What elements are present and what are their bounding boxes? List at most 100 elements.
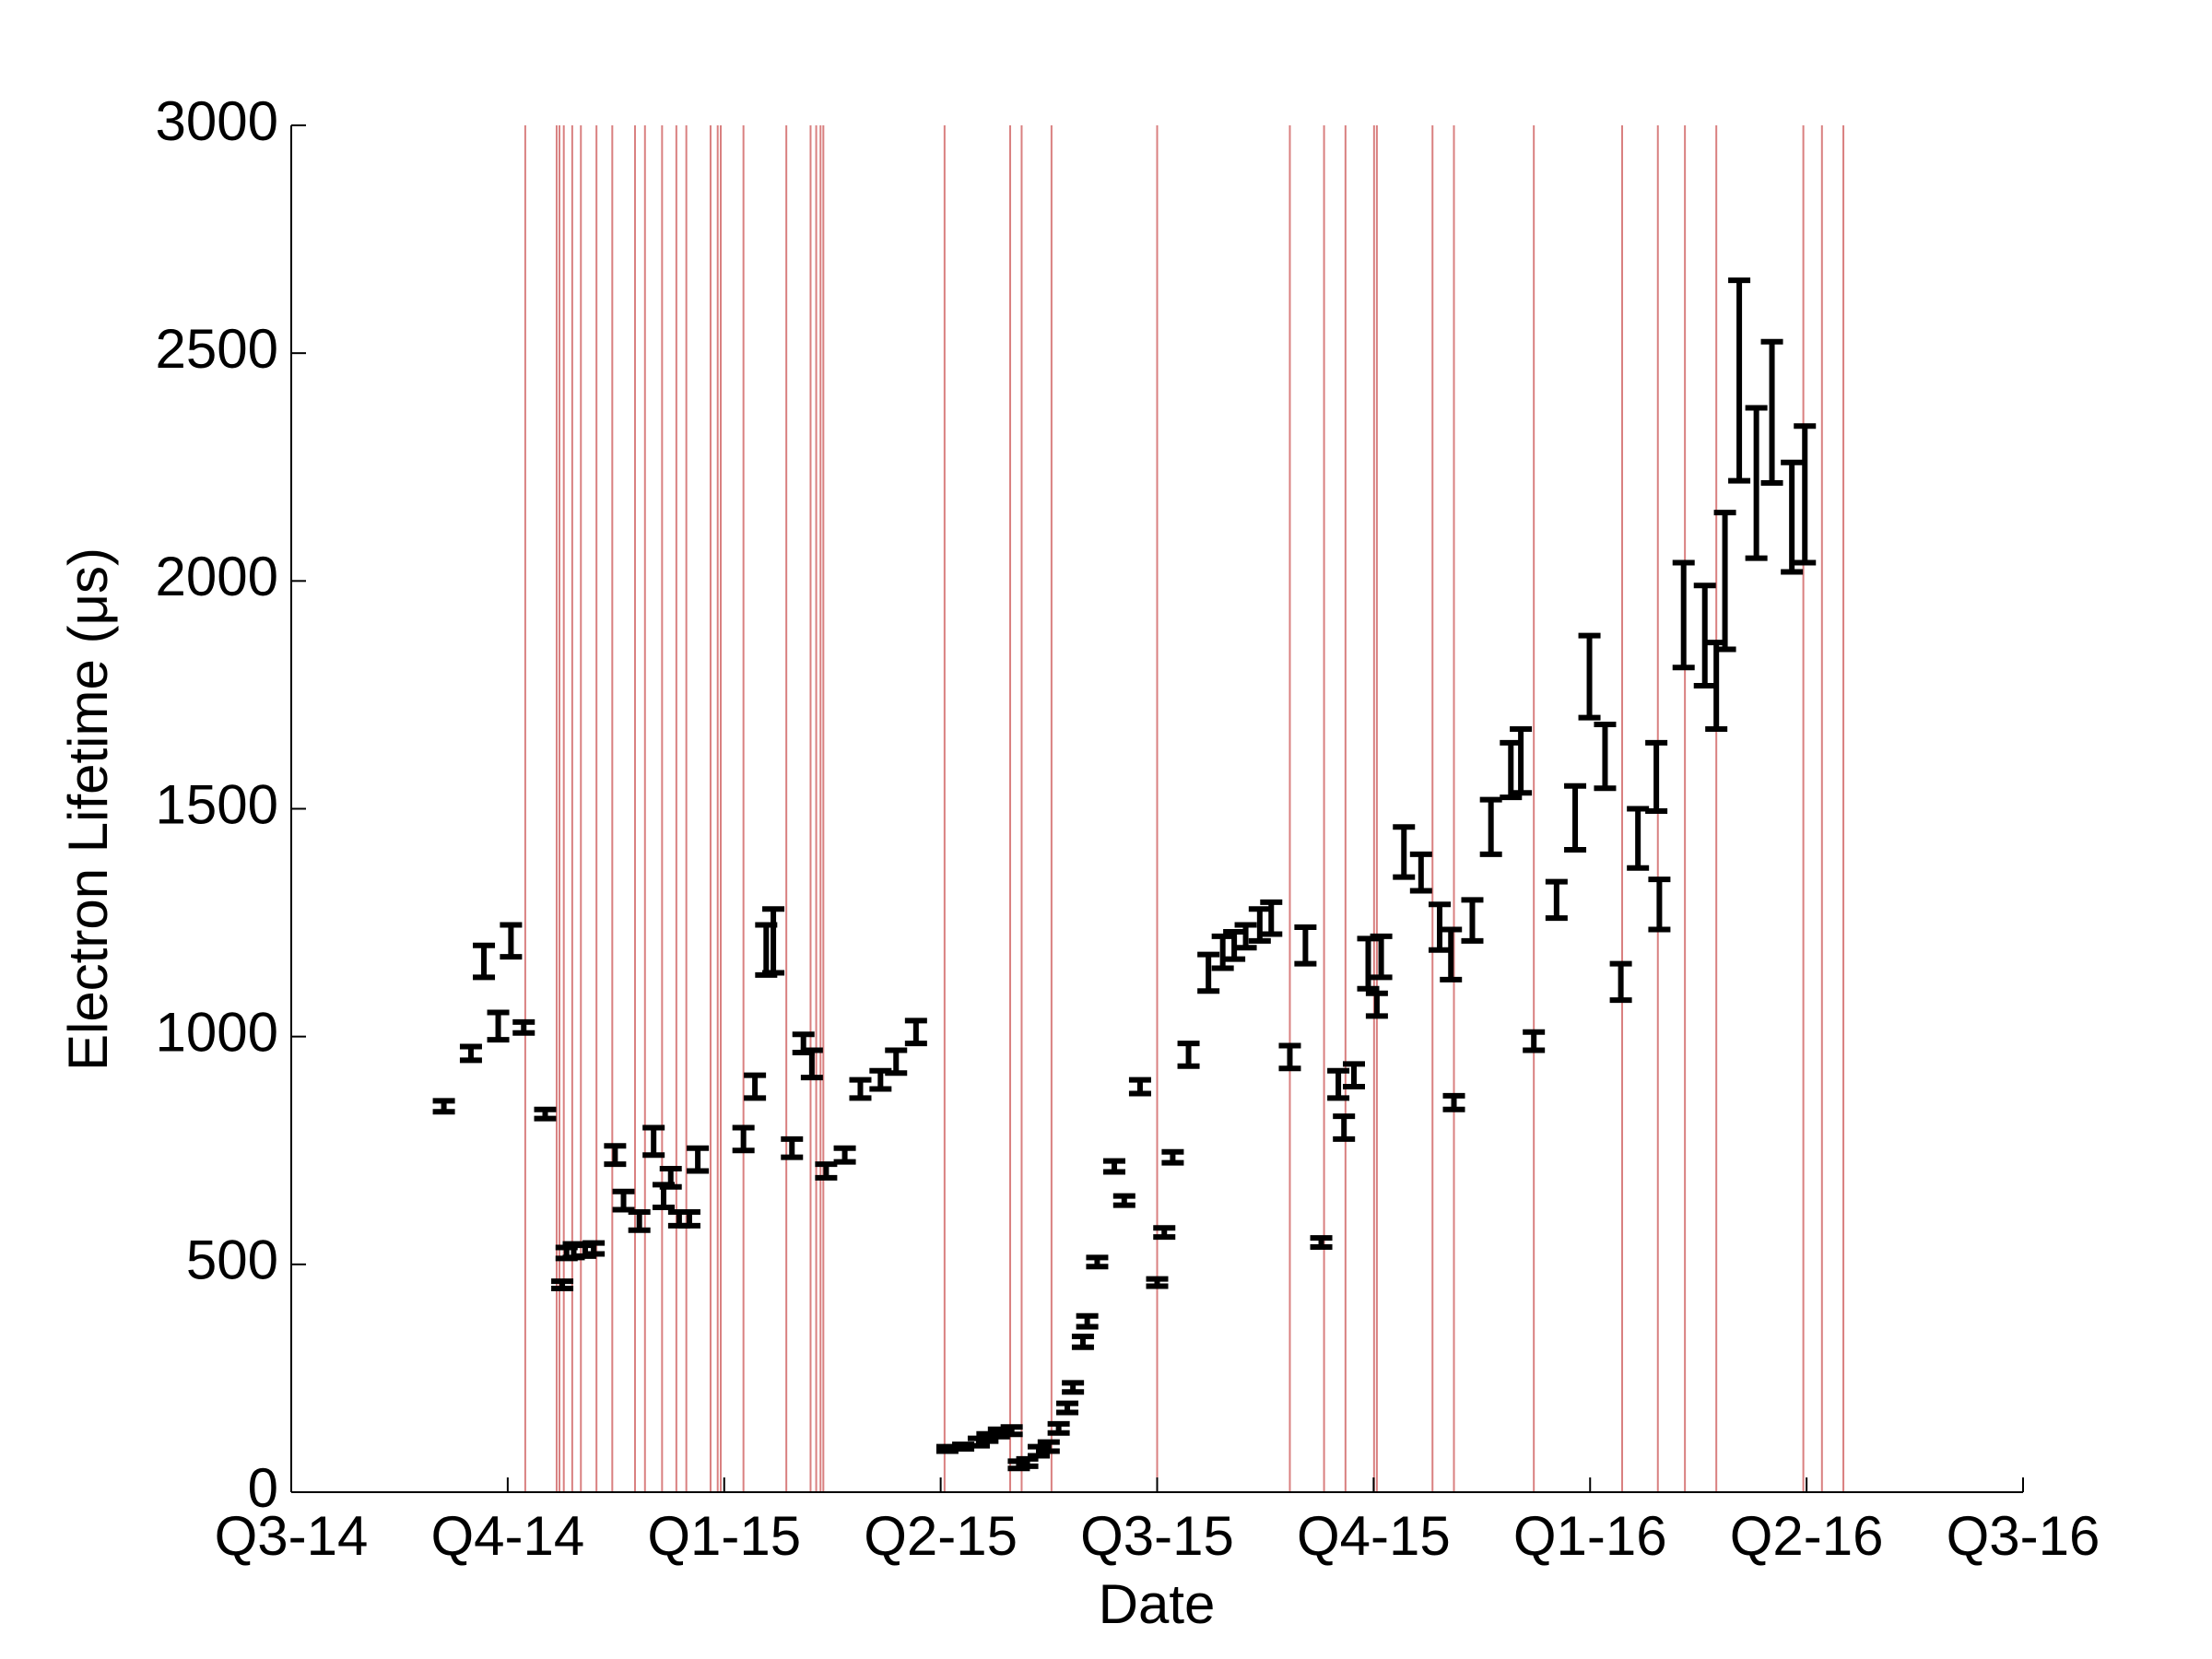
error-bar (1648, 877, 1671, 933)
error-bar (1086, 1254, 1109, 1270)
error-bar (1510, 725, 1533, 796)
error-bar (1713, 510, 1736, 653)
error-bar (534, 1106, 557, 1122)
error-bar (833, 1145, 856, 1165)
y-tick-label: 1000 (156, 1002, 278, 1064)
error-bar (1745, 405, 1768, 561)
error-bar (885, 1047, 908, 1077)
error-bar (1000, 1424, 1023, 1438)
error-bar (800, 1047, 823, 1081)
error-bar (1461, 897, 1484, 944)
error-bar (1440, 926, 1463, 982)
error-bar (1016, 1455, 1039, 1469)
x-axis-label: Date (1099, 1573, 1216, 1635)
error-bar (1056, 1400, 1079, 1416)
error-bar (551, 1278, 574, 1292)
error-bar (1370, 933, 1393, 981)
error-bar (1153, 1225, 1176, 1241)
error-bar (762, 906, 785, 976)
error-bar (1442, 1092, 1465, 1112)
error-bar (612, 1188, 635, 1213)
error-bar (1578, 632, 1601, 721)
error-bar (628, 1208, 651, 1233)
x-tick-label: Q1-16 (1513, 1505, 1667, 1567)
error-bar (1343, 1061, 1365, 1090)
error-bar (1365, 990, 1388, 1019)
error-bar (1310, 1235, 1333, 1251)
x-tick-label: Q4-14 (430, 1505, 584, 1567)
error-bar (1294, 924, 1317, 967)
error-bar (1645, 739, 1668, 814)
y-tick-label: 1500 (156, 773, 278, 835)
error-bar (1594, 722, 1617, 792)
x-tick-label: Q3-14 (215, 1505, 369, 1567)
error-bar (1728, 277, 1751, 484)
error-bar (744, 1072, 767, 1101)
error-bar (1333, 1113, 1356, 1142)
error-bar (1211, 933, 1234, 971)
error-bar (1260, 899, 1283, 937)
x-tick-label: Q2-16 (1730, 1505, 1884, 1567)
error-bar (1128, 1077, 1151, 1097)
y-tick-label: 0 (248, 1457, 278, 1519)
error-bar (642, 1124, 665, 1159)
error-bar (781, 1135, 804, 1160)
error-bar (1523, 1029, 1546, 1053)
y-axis-label: Electron Lifetime (μs) (57, 547, 119, 1071)
x-tick-label: Q3-16 (1947, 1505, 2100, 1567)
error-bar (904, 1018, 927, 1047)
error-bar (487, 1009, 510, 1043)
error-bar (677, 1208, 700, 1229)
error-bar (1327, 1067, 1350, 1101)
error-bar (1071, 1333, 1094, 1350)
error-bar (500, 922, 523, 960)
y-tick-label: 500 (186, 1230, 278, 1291)
error-bar (1223, 928, 1246, 962)
error-bar (1564, 782, 1587, 853)
y-tick-label: 3000 (156, 90, 278, 152)
error-bar (1076, 1312, 1099, 1330)
error-bar (1672, 559, 1695, 671)
error-bar (1146, 1276, 1169, 1289)
x-tick-label: Q1-15 (647, 1505, 801, 1567)
error-bar (582, 1240, 606, 1257)
error-bar (1112, 1193, 1135, 1208)
error-bar (1781, 459, 1804, 575)
error-bar (1278, 1042, 1301, 1072)
error-bar (1693, 582, 1716, 689)
error-bar (1429, 901, 1452, 953)
y-tick-label: 2500 (156, 318, 278, 380)
x-tick-label: Q2-15 (864, 1505, 1018, 1567)
error-bar (815, 1161, 838, 1181)
error-bar (1102, 1158, 1125, 1175)
x-tick-label: Q3-15 (1080, 1505, 1234, 1567)
error-bar (1409, 851, 1432, 894)
error-bar (1393, 824, 1416, 880)
error-bar (1794, 423, 1817, 566)
error-bar (512, 1018, 535, 1036)
error-bar (732, 1124, 755, 1154)
error-bar (1609, 960, 1632, 1004)
error-bar (1479, 796, 1502, 857)
error-bar (1037, 1439, 1060, 1454)
error-bar (1197, 951, 1220, 994)
error-bar (1047, 1420, 1070, 1436)
error-bar (1627, 806, 1650, 871)
error-bar (1545, 878, 1568, 922)
error-bar (1161, 1148, 1184, 1166)
error-bar (1234, 922, 1257, 951)
error-bar (1248, 906, 1271, 944)
y-tick-label: 2000 (156, 546, 278, 607)
error-bar (459, 1043, 482, 1064)
error-bar (849, 1077, 872, 1101)
x-tick-label: Q4-15 (1297, 1505, 1451, 1567)
error-bar (473, 942, 496, 981)
error-bar (1062, 1380, 1085, 1395)
error-bar (659, 1166, 682, 1190)
error-bar (687, 1145, 710, 1174)
error-bar (1760, 338, 1783, 487)
error-bar (1177, 1041, 1200, 1069)
error-bar (432, 1098, 455, 1115)
